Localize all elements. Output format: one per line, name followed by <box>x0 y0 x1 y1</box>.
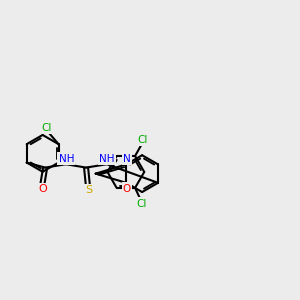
Text: NH: NH <box>100 154 115 164</box>
Text: N: N <box>123 154 131 164</box>
Text: O: O <box>123 184 131 194</box>
Text: Cl: Cl <box>42 123 52 133</box>
Text: O: O <box>38 184 47 194</box>
Text: Cl: Cl <box>136 199 147 209</box>
Text: Cl: Cl <box>138 135 148 145</box>
Text: S: S <box>85 185 92 195</box>
Text: NH: NH <box>58 154 74 164</box>
